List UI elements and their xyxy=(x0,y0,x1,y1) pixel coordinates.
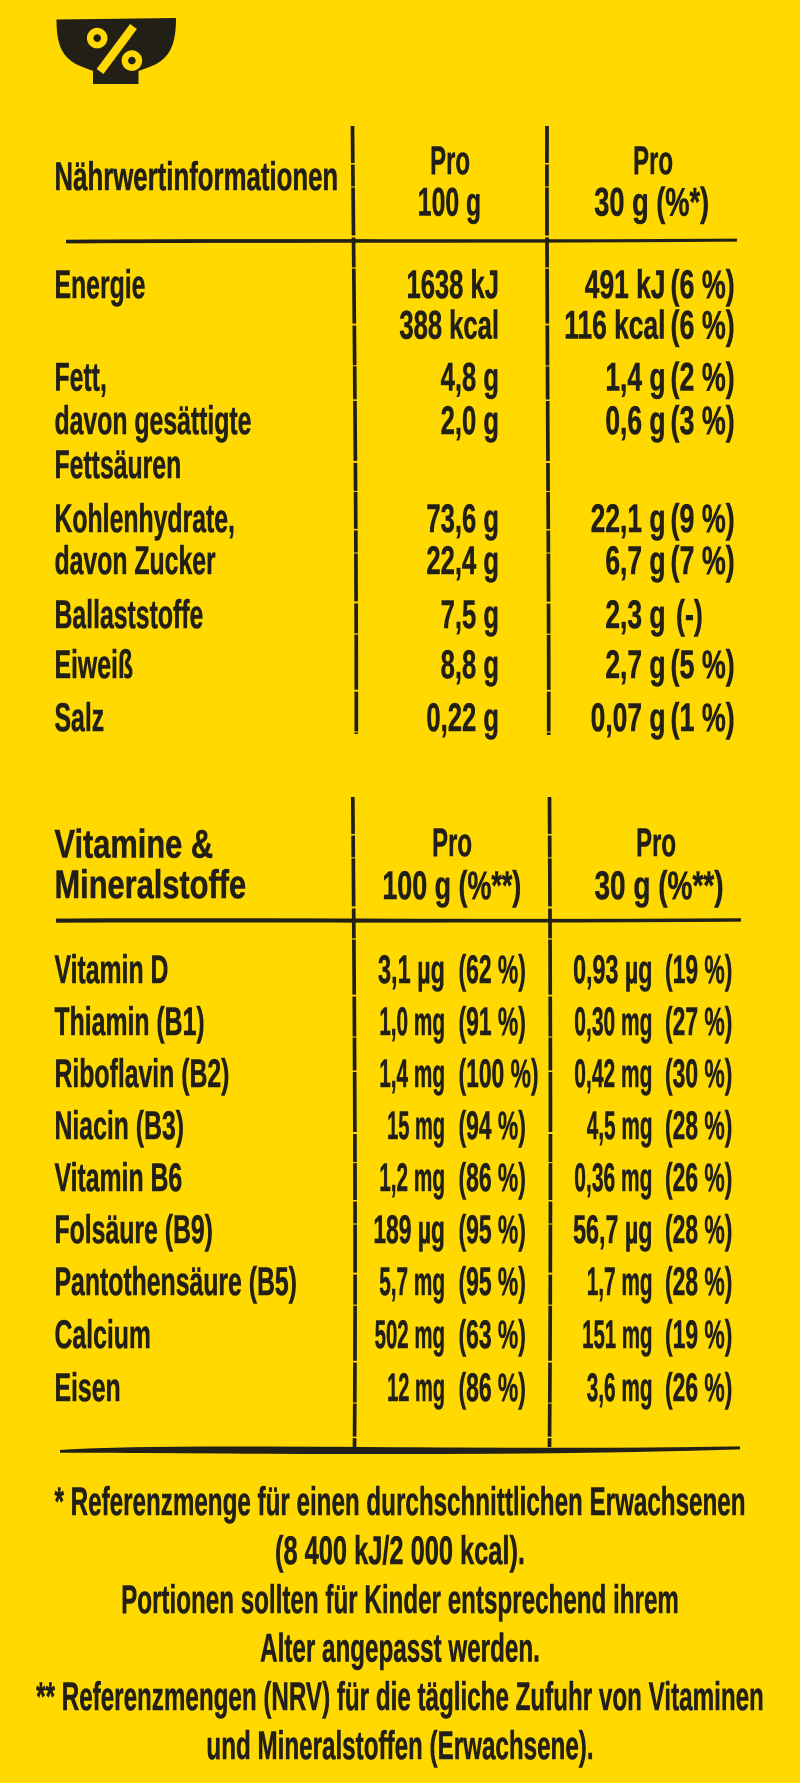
svg-text:(3 %): (3 %) xyxy=(671,399,735,444)
svg-text:Vitamine &: Vitamine & xyxy=(55,822,214,867)
svg-text:116 kcal: 116 kcal xyxy=(564,303,665,348)
svg-text:Salz: Salz xyxy=(55,696,105,740)
svg-text:(26 %): (26 %) xyxy=(665,1365,732,1409)
svg-text:(30 %): (30 %) xyxy=(665,1051,732,1095)
svg-text:Fettsäuren: Fettsäuren xyxy=(55,443,182,487)
svg-text:Riboflavin (B2): Riboflavin (B2) xyxy=(55,1052,230,1096)
svg-text:(7 %): (7 %) xyxy=(671,539,735,584)
svg-text:Pro: Pro xyxy=(430,138,470,183)
svg-text:davon gesättigte: davon gesättigte xyxy=(55,399,252,443)
svg-text:(-): (-) xyxy=(676,593,703,638)
svg-text:8,8 g: 8,8 g xyxy=(441,643,499,687)
svg-text:1638 kJ: 1638 kJ xyxy=(406,263,499,307)
svg-text:(95 %): (95 %) xyxy=(459,1207,526,1251)
svg-text:388 kcal: 388 kcal xyxy=(399,304,499,348)
svg-text:502 mg: 502 mg xyxy=(375,1311,445,1356)
svg-text:Niacin (B3): Niacin (B3) xyxy=(55,1104,184,1148)
svg-text:(9 %): (9 %) xyxy=(671,497,735,542)
svg-text:100 g (%**): 100 g (%**) xyxy=(382,864,521,909)
svg-text:(2 %): (2 %) xyxy=(671,355,735,400)
svg-text:Ballaststoffe: Ballaststoffe xyxy=(55,593,204,637)
svg-text:(100 %): (100 %) xyxy=(459,1051,539,1095)
svg-text:(62 %): (62 %) xyxy=(459,947,526,991)
svg-text:151 mg: 151 mg xyxy=(582,1311,652,1356)
svg-text:7,5 g: 7,5 g xyxy=(441,593,499,637)
svg-text:2,0 g: 2,0 g xyxy=(441,399,499,443)
svg-text:30 g (%*): 30 g (%*) xyxy=(594,180,709,224)
svg-text:Vitamin D: Vitamin D xyxy=(55,948,169,992)
svg-text:Vitamin B6: Vitamin B6 xyxy=(55,1156,183,1200)
svg-text:(6 %): (6 %) xyxy=(671,263,735,308)
svg-text:5,7 mg: 5,7 mg xyxy=(379,1259,445,1304)
svg-text:(95 %): (95 %) xyxy=(459,1259,526,1303)
svg-text:Pro: Pro xyxy=(633,138,673,183)
svg-text:100 g: 100 g xyxy=(418,181,481,225)
svg-text:30 g (%**): 30 g (%**) xyxy=(594,864,723,908)
svg-text:0,07 g: 0,07 g xyxy=(591,696,666,741)
svg-text:22,4 g: 22,4 g xyxy=(426,539,499,583)
svg-text:0,6 g: 0,6 g xyxy=(605,399,665,444)
svg-text:Calcium: Calcium xyxy=(55,1313,151,1357)
svg-text:Alter angepasst werden.: Alter angepasst werden. xyxy=(260,1626,540,1671)
svg-text:(28 %): (28 %) xyxy=(665,1103,732,1147)
svg-text:(63 %): (63 %) xyxy=(459,1312,526,1356)
svg-text:(26 %): (26 %) xyxy=(665,1155,732,1199)
svg-text:** Referenzmengen (NRV) für di: ** Referenzmengen (NRV) für die tägliche… xyxy=(36,1675,764,1720)
svg-text:Energie: Energie xyxy=(55,263,146,307)
svg-text:Pantothensäure (B5): Pantothensäure (B5) xyxy=(55,1260,297,1304)
svg-text:* Referenzmenge für einen durc: * Referenzmenge für einen durchschnittli… xyxy=(55,1480,746,1525)
svg-text:Nährwertinformationen: Nährwertinformationen xyxy=(55,156,339,200)
svg-text:Eiweiß: Eiweiß xyxy=(55,643,134,687)
svg-text:56,7 µg: 56,7 µg xyxy=(573,1206,652,1251)
svg-text:davon Zucker: davon Zucker xyxy=(55,539,216,583)
svg-text:22,1 g: 22,1 g xyxy=(591,497,666,542)
svg-text:Portionen sollten für Kinder e: Portionen sollten für Kinder entsprechen… xyxy=(121,1578,679,1623)
svg-text:(86 %): (86 %) xyxy=(459,1155,526,1199)
svg-text:2,7 g: 2,7 g xyxy=(605,643,665,688)
svg-text:0,36 mg: 0,36 mg xyxy=(574,1155,652,1200)
svg-text:(19 %): (19 %) xyxy=(665,1312,732,1356)
svg-text:2,3 g: 2,3 g xyxy=(605,593,665,638)
svg-text:3,6 mg: 3,6 mg xyxy=(587,1365,653,1410)
svg-text:(5 %): (5 %) xyxy=(671,643,735,688)
svg-text:4,8 g: 4,8 g xyxy=(441,356,499,400)
svg-text:Fett,: Fett, xyxy=(55,356,107,400)
svg-text:1,4 mg: 1,4 mg xyxy=(379,1051,445,1096)
svg-text:1,4 g: 1,4 g xyxy=(605,355,665,400)
svg-text:Folsäure (B9): Folsäure (B9) xyxy=(55,1208,213,1252)
svg-text:0,42 mg: 0,42 mg xyxy=(574,1051,652,1096)
svg-text:(28 %): (28 %) xyxy=(665,1259,732,1303)
svg-text:15 mg: 15 mg xyxy=(387,1102,445,1148)
svg-text:Mineralstoffe: Mineralstoffe xyxy=(55,862,247,907)
svg-text:1,2 mg: 1,2 mg xyxy=(379,1155,445,1200)
svg-text:Thiamin (B1): Thiamin (B1) xyxy=(55,1000,205,1044)
svg-text:Pro: Pro xyxy=(432,820,472,865)
svg-text:73,6 g: 73,6 g xyxy=(426,497,499,541)
svg-text:(19 %): (19 %) xyxy=(665,947,732,991)
svg-text:0,93 µg: 0,93 µg xyxy=(573,946,652,991)
svg-text:(1 %): (1 %) xyxy=(671,696,735,741)
svg-text:(27 %): (27 %) xyxy=(665,999,732,1043)
svg-text:Kohlenhydrate,: Kohlenhydrate, xyxy=(55,497,235,541)
svg-text:189 µg: 189 µg xyxy=(373,1207,445,1251)
svg-text:1,0 mg: 1,0 mg xyxy=(379,999,445,1044)
svg-text:(28 %): (28 %) xyxy=(665,1207,732,1251)
svg-text:0,22 g: 0,22 g xyxy=(426,696,499,740)
svg-text:6,7 g: 6,7 g xyxy=(605,539,665,584)
svg-text:Eisen: Eisen xyxy=(55,1366,121,1410)
svg-text:3,1 µg: 3,1 µg xyxy=(378,946,445,991)
svg-text:(94 %): (94 %) xyxy=(459,1103,526,1147)
svg-text:(86 %): (86 %) xyxy=(459,1365,526,1409)
svg-text:4,5 mg: 4,5 mg xyxy=(587,1103,653,1148)
svg-text:(6 %): (6 %) xyxy=(671,303,735,348)
svg-text:491 kJ: 491 kJ xyxy=(585,263,666,308)
svg-text:Pro: Pro xyxy=(636,820,676,865)
svg-text:(8 400 kJ/2 000 kcal).: (8 400 kJ/2 000 kcal). xyxy=(275,1529,525,1573)
svg-text:0,30 mg: 0,30 mg xyxy=(574,999,652,1044)
svg-text:und Mineralstoffen (Erwachsene: und Mineralstoffen (Erwachsene). xyxy=(206,1724,593,1769)
svg-text:1,7 mg: 1,7 mg xyxy=(587,1259,653,1304)
svg-text:(91 %): (91 %) xyxy=(459,999,526,1043)
svg-text:12 mg: 12 mg xyxy=(387,1364,445,1410)
